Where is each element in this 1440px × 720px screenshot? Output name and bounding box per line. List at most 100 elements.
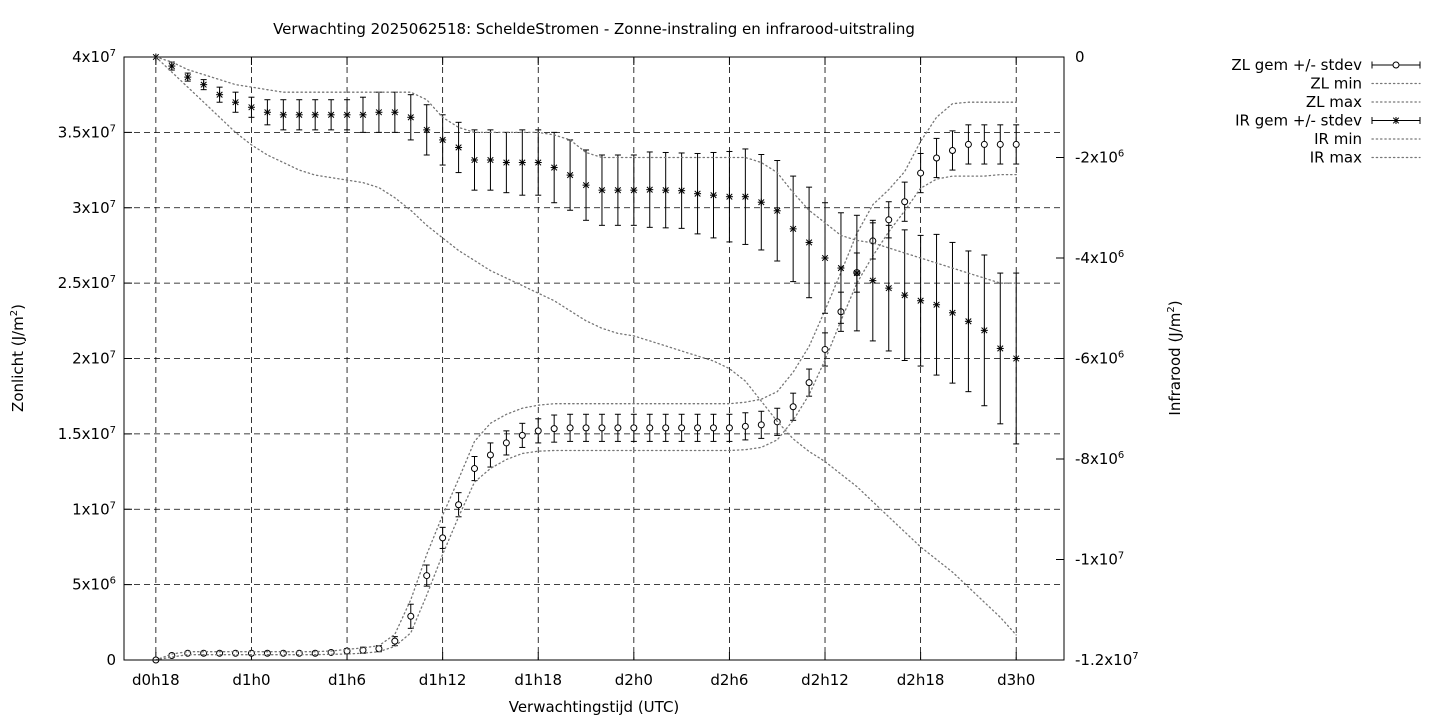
- data-point: [566, 424, 574, 432]
- data-point: [917, 169, 925, 177]
- data-point: [630, 186, 638, 194]
- series-line: [155, 56, 1017, 636]
- y2-tick-label: 0: [1075, 48, 1085, 66]
- data-point: [200, 81, 208, 89]
- data-point: [407, 113, 415, 121]
- legend-label: IR max: [1310, 149, 1362, 167]
- y-tick-label: 1.5x107: [58, 425, 116, 443]
- data-point: [247, 103, 255, 111]
- data-point: [232, 98, 240, 106]
- data-point: [582, 181, 590, 189]
- legend-label: ZL max: [1306, 93, 1362, 111]
- data-point: [725, 193, 733, 201]
- legend-label: ZL gem +/- stdev: [1231, 56, 1362, 74]
- data-point: [550, 164, 558, 172]
- y-tick-label: 3.5x107: [58, 123, 116, 141]
- data-point: [694, 424, 702, 432]
- data-point: [582, 424, 590, 432]
- series-line: [155, 101, 1017, 661]
- legend-entry: IR gem +/- stdev: [1235, 112, 1421, 130]
- data-point: [534, 427, 542, 435]
- data-point: [885, 216, 893, 224]
- data-point: [550, 425, 558, 433]
- x-tick-label: d2h6: [710, 671, 748, 689]
- x-tick-label: d2h12: [801, 671, 849, 689]
- data-point: [805, 379, 813, 387]
- data-point: [917, 297, 925, 305]
- data-point: [630, 424, 638, 432]
- legend-label: ZL min: [1310, 75, 1362, 93]
- x-tick-label: d0h18: [132, 671, 180, 689]
- x-tick-label: d1h12: [419, 671, 467, 689]
- data-point: [391, 108, 399, 116]
- data-point: [853, 269, 861, 277]
- legend-marker: [1392, 61, 1400, 69]
- data-point: [694, 190, 702, 198]
- plot-frame: [123, 56, 1065, 661]
- data-point: [789, 403, 797, 411]
- data-point: [948, 309, 956, 317]
- data-point: [901, 291, 909, 299]
- y2-tick-label: -6x106: [1075, 350, 1124, 368]
- data-point: [486, 451, 494, 459]
- data-point: [614, 424, 622, 432]
- data-point: [311, 111, 319, 119]
- data-point: [455, 501, 463, 509]
- legend-entry: ZL min: [1310, 75, 1421, 93]
- data-point: [933, 154, 941, 162]
- y2-tick-label: -1x107: [1075, 551, 1124, 569]
- data-point: [662, 424, 670, 432]
- data-point: [216, 91, 224, 99]
- data-point: [263, 108, 271, 116]
- data-point: [646, 424, 654, 432]
- data-point: [1012, 355, 1020, 362]
- data-point: [518, 431, 526, 439]
- data-point: [455, 143, 463, 151]
- x-tick-label: d1h6: [328, 671, 366, 689]
- data-point: [709, 191, 717, 199]
- data-point: [471, 465, 479, 473]
- data-point: [1012, 140, 1020, 148]
- y-tick-label: 2.5x107: [58, 274, 116, 292]
- data-point: [964, 140, 972, 148]
- x-tick-label: d1h18: [514, 671, 562, 689]
- data-point: [662, 186, 670, 194]
- data-point: [821, 254, 829, 262]
- legend-entry: ZL max: [1306, 93, 1421, 111]
- data-point: [598, 424, 606, 432]
- data-point: [725, 424, 733, 432]
- y2-tick-label: -8x106: [1075, 450, 1124, 468]
- series-layer: [152, 53, 1020, 664]
- data-point: [502, 159, 510, 167]
- data-point: [375, 645, 383, 653]
- data-point: [741, 193, 749, 201]
- legend-entry: ZL gem +/- stdev: [1231, 56, 1421, 74]
- data-point: [168, 62, 176, 70]
- data-point: [566, 171, 574, 179]
- data-point: [933, 301, 941, 309]
- data-point: [502, 439, 510, 447]
- data-point: [964, 317, 972, 325]
- data-point: [948, 146, 956, 154]
- data-point: [996, 140, 1004, 148]
- axes: d0h18 d1h0 d1h6 d1h12 d1h18 d2h0 d2h6 d2h12 d2h1…: [58, 48, 1139, 689]
- chart-title: Verwachting 2025062518: ScheldeStromen -…: [273, 20, 915, 38]
- data-point: [821, 345, 829, 353]
- data-point: [439, 136, 447, 144]
- y2-tick-label: -1.2x107: [1075, 651, 1139, 669]
- data-point: [534, 159, 542, 167]
- data-point: [996, 344, 1004, 352]
- x-tick-label: d1h0: [232, 671, 270, 689]
- grid: [124, 57, 1064, 660]
- data-point: [757, 198, 765, 206]
- data-point: [359, 111, 367, 119]
- x-tick-label: d2h0: [615, 671, 653, 689]
- legend-marker: [1392, 117, 1400, 124]
- data-point: [980, 140, 988, 148]
- data-point: [439, 534, 447, 542]
- legend-entry: IR max: [1310, 149, 1421, 167]
- data-point: [789, 225, 797, 233]
- data-point: [327, 111, 335, 119]
